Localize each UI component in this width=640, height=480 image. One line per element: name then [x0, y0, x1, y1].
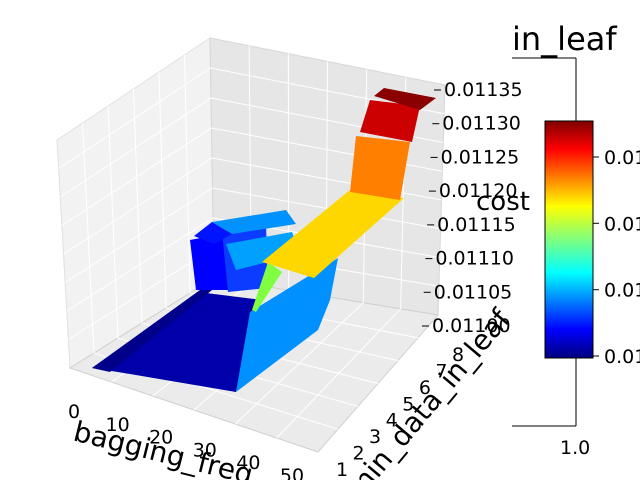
gridline-y: [82, 122, 339, 430]
colorbar-tick-label: 0.01: [604, 346, 640, 368]
x-tick-label: 20: [149, 427, 173, 449]
z-tick-label: 0.01105: [434, 281, 513, 303]
colorbar: [544, 120, 594, 359]
surface-patch-block-top: [212, 210, 296, 234]
x-tick-label: 10: [106, 414, 130, 436]
z-tick-label: 0.01115: [437, 214, 516, 236]
x-tick-label: 50: [280, 465, 304, 480]
y-tick-label: 6: [419, 377, 431, 399]
y-tick-label: 8: [452, 344, 464, 366]
gridline-y: [184, 54, 419, 339]
secondary-colorbar-tick-label: 1.0: [560, 437, 590, 459]
surface-patch-low-strip: [92, 290, 212, 372]
surface-patch-block-top-left: [194, 222, 232, 244]
colorbar-tick-label: 0.01: [604, 213, 640, 235]
y-tick-label: 5: [402, 393, 414, 415]
surface-patch-green-edge: [252, 262, 282, 312]
surface-patch-mid-step: [236, 258, 338, 392]
surface-patch-yellow-ramp: [262, 190, 404, 278]
colorbar-tick-labels: 0.01 0.01 0.01 0.01: [593, 147, 640, 368]
chart-title: in_leaf: [512, 20, 617, 58]
gridline-y: [133, 88, 379, 384]
z-tick-label: 0.01110: [435, 248, 514, 270]
surface-patch-orange-step: [350, 136, 410, 200]
z-tick-label: 0.01125: [441, 146, 520, 168]
surface-patch-block-left-front: [190, 232, 232, 290]
z-axis-label: cost: [476, 187, 530, 217]
colorbar-tick-label: 0.01: [604, 280, 640, 302]
surface-patch-red-step: [360, 100, 420, 142]
y-tick-label: 4: [386, 410, 398, 432]
x-tick-label: 30: [193, 439, 217, 461]
x-tick-label: 0: [68, 401, 80, 423]
z-tick-label: 0.01100: [432, 315, 511, 337]
x-axis-label: bagging_freq: [70, 415, 256, 480]
surface-patch-teal-step: [226, 232, 300, 270]
x-tick-label: 40: [236, 452, 260, 474]
y-tick-label: 2: [353, 443, 365, 465]
gridline-y: [107, 105, 359, 407]
y-tick-label: 7: [435, 360, 447, 382]
y-tick-label: 3: [369, 426, 381, 448]
surface-patch-red-peak: [374, 88, 436, 110]
z-tick-label: 0.01120: [439, 180, 518, 202]
gridline-y: [158, 71, 399, 362]
surface: [92, 88, 436, 392]
surface-patch-low-plateau: [92, 292, 262, 392]
z-tick-label: 0.01130: [442, 113, 521, 135]
z-tick-labels: 0.01100 0.01105 0.01110 0.01115 0.01120 0.011…: [422, 79, 523, 337]
x-tick-labels: 0 10 20 30 40 50: [68, 401, 304, 480]
z-tick-label: 0.01135: [444, 79, 523, 101]
y-tick-label: 1: [336, 459, 348, 480]
colorbar-tick-label: 0.01: [604, 147, 640, 169]
